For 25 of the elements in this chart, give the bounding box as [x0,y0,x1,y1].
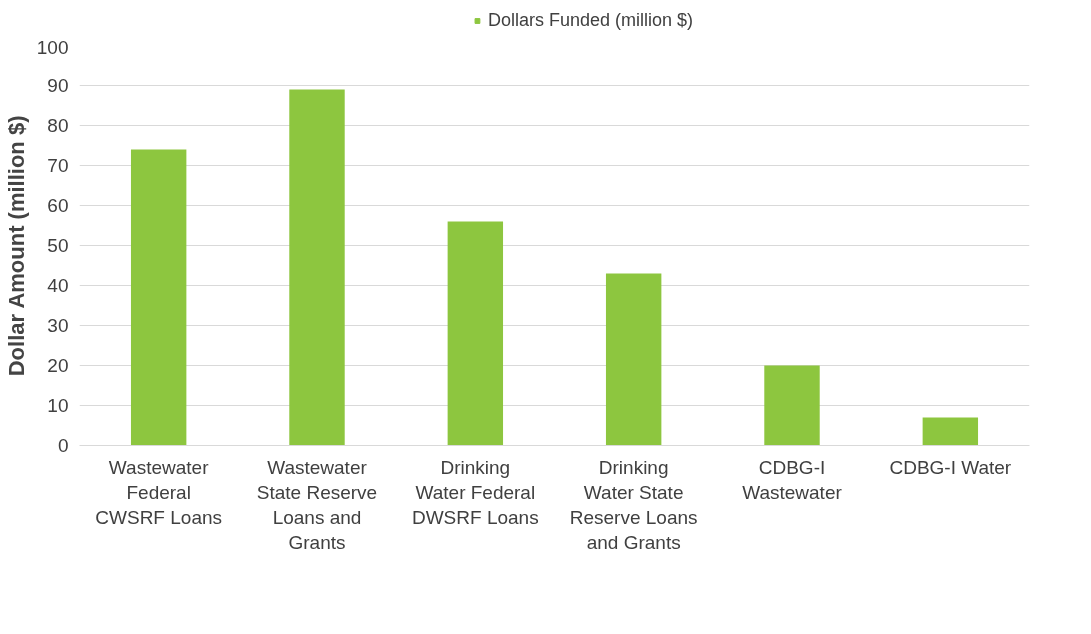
x-tick-label: CDBG-I Water [889,456,1012,478]
y-tick-label: 0 [57,435,69,456]
y-tick-label: 100 [36,36,69,58]
bar [764,365,820,446]
x-tick-label: Drinking Water State Reserve Loans and Grants [569,456,698,554]
y-tick-label: 40 [47,275,69,296]
y-tick-label: 90 [47,75,69,96]
y-axis-title: Dollar Amount (million $) [3,115,29,377]
y-tick-label: 60 [47,195,69,216]
bar [922,417,979,446]
legend-label: Dollars Funded (million $) [487,9,694,31]
bar [130,149,187,446]
bar [289,89,345,446]
y-tick-label: 20 [47,355,69,376]
x-tick-label: CDBG-I Wastewater [742,456,843,503]
x-tick-label: Wastewater State Reserve Loans and Grants [256,456,378,554]
bar [447,221,504,446]
y-tick-label: 30 [47,315,69,336]
x-tick-label: Drinking Water Federal DWSRF Loans [411,456,539,528]
x-tick-label: Wastewater Federal CWSRF Loans [95,456,223,528]
y-tick-label: 10 [47,395,69,416]
bar [605,273,662,446]
y-tick-label: 70 [47,155,69,176]
y-tick-label: 50 [47,235,69,256]
y-tick-label: 80 [47,115,69,136]
